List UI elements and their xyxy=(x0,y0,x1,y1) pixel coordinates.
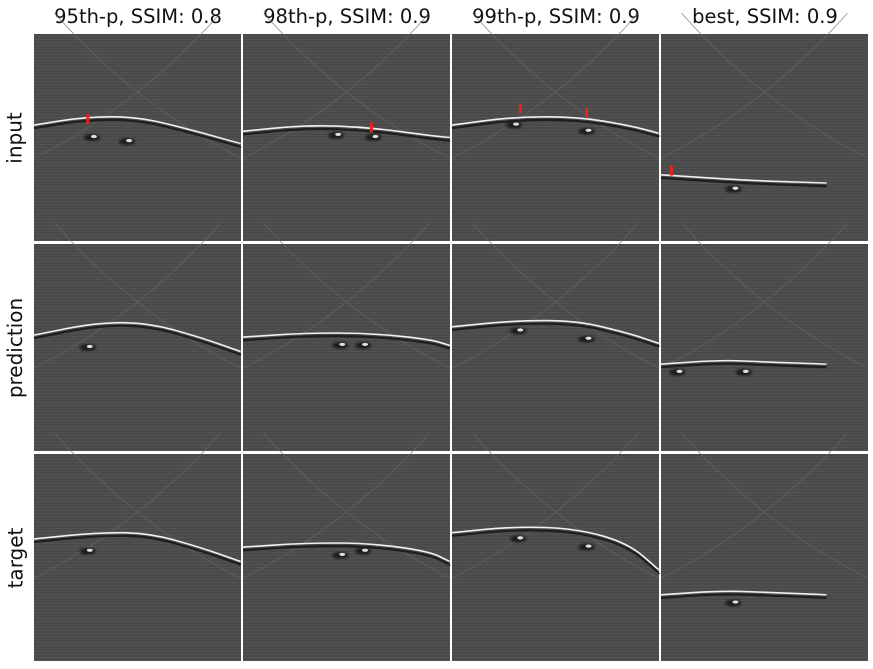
reflector-curve xyxy=(451,115,660,135)
diffraction-arc xyxy=(263,13,451,159)
scatter-highlight xyxy=(126,139,133,143)
diffraction-arc xyxy=(451,433,639,579)
reflector-shadow xyxy=(33,324,242,356)
scatter-highlight xyxy=(339,552,346,557)
diffraction-arc xyxy=(660,223,848,369)
reflector-curve xyxy=(660,359,828,365)
scatter-highlight xyxy=(513,122,520,126)
diffraction-arc xyxy=(54,433,242,579)
image-panel xyxy=(451,433,661,661)
diffraction-arc xyxy=(681,13,869,159)
diffraction-arc xyxy=(660,433,848,579)
diffraction-arc xyxy=(681,223,869,369)
reflector-shadow xyxy=(33,534,242,566)
scatter-highlight xyxy=(742,369,749,373)
diffraction-arc xyxy=(242,433,430,579)
image-panel xyxy=(242,13,452,241)
reflector-shadow xyxy=(660,176,827,188)
image-panel xyxy=(33,433,242,661)
scatter-highlight xyxy=(362,342,369,347)
scatter-highlight xyxy=(732,600,739,604)
reflector-curve xyxy=(33,531,242,563)
diffraction-arc xyxy=(242,13,430,159)
scatter-highlight xyxy=(676,369,683,373)
diffraction-arc xyxy=(263,223,451,369)
scatter-highlight xyxy=(585,128,592,132)
panel-texture xyxy=(452,34,659,241)
panel-texture xyxy=(661,34,868,241)
scatter-highlight xyxy=(90,134,97,139)
panel-texture xyxy=(34,454,241,661)
column-title: 99th-p, SSIM: 0.9 xyxy=(472,5,640,28)
red-marker xyxy=(518,103,522,114)
diffraction-arc xyxy=(660,13,848,159)
red-marker xyxy=(669,165,673,176)
diffraction-arc xyxy=(472,433,660,579)
reflector-shadow xyxy=(33,118,243,148)
scatter-highlight xyxy=(517,536,524,540)
image-panel xyxy=(660,433,869,661)
diffraction-arc xyxy=(33,13,221,159)
reflector-shadow xyxy=(242,334,451,350)
scatter-highlight xyxy=(362,548,369,552)
diffraction-arc xyxy=(681,433,869,579)
diffraction-arc xyxy=(33,433,221,579)
scatter-highlight xyxy=(517,328,524,332)
column-title: 98th-p, SSIM: 0.9 xyxy=(263,5,431,28)
image-panel xyxy=(451,223,660,451)
diffraction-arc xyxy=(472,13,660,159)
image-panel xyxy=(33,223,242,451)
panel-texture xyxy=(661,244,868,451)
diffraction-arc xyxy=(33,223,221,369)
scatter-highlight xyxy=(585,544,592,548)
scatter-highlight xyxy=(339,342,346,347)
red-marker xyxy=(86,113,90,124)
reflector-shadow xyxy=(451,322,660,348)
image-panel xyxy=(33,13,243,241)
reflector-curve xyxy=(33,115,242,145)
diffraction-arc xyxy=(472,223,660,369)
panel-texture xyxy=(661,454,868,661)
image-panel xyxy=(451,13,661,241)
scatter-highlight xyxy=(732,186,739,190)
diffraction-arc xyxy=(242,223,430,369)
scatter-highlight xyxy=(86,548,93,552)
reflector-curve xyxy=(451,526,660,571)
diffraction-arc xyxy=(54,13,242,159)
reflector-shadow xyxy=(242,127,452,142)
reflector-shadow xyxy=(451,529,661,575)
panel-texture xyxy=(452,454,659,661)
scatter-highlight xyxy=(335,132,342,137)
diffraction-arc xyxy=(54,223,242,369)
scatter-highlight xyxy=(86,344,93,349)
reflector-curve xyxy=(660,590,828,596)
image-panel xyxy=(660,223,869,451)
image-panel xyxy=(660,13,869,241)
image-panel xyxy=(242,223,451,451)
panel-texture xyxy=(452,244,659,451)
diffraction-arc xyxy=(451,13,639,159)
reflector-curve xyxy=(242,542,451,563)
reflector-shadow xyxy=(660,362,828,369)
scatter-highlight xyxy=(585,336,592,340)
diffraction-arc xyxy=(263,433,451,579)
column-title: 95th-p, SSIM: 0.8 xyxy=(54,5,222,28)
reflector-curve xyxy=(242,332,451,347)
reflector-curve xyxy=(33,321,242,353)
image-panel xyxy=(242,433,452,661)
reflector-shadow xyxy=(660,593,828,599)
reflector-shadow xyxy=(451,118,661,138)
reflector-curve xyxy=(451,319,660,345)
diffraction-arc xyxy=(451,223,639,369)
panel-texture xyxy=(34,244,241,451)
column-title: best, SSIM: 0.9 xyxy=(692,5,838,28)
reflector-curve xyxy=(660,174,827,184)
red-marker xyxy=(369,122,373,133)
reflector-shadow xyxy=(242,544,452,566)
scatter-highlight xyxy=(372,134,379,139)
reflector-curve xyxy=(242,125,451,139)
red-marker xyxy=(585,107,589,118)
